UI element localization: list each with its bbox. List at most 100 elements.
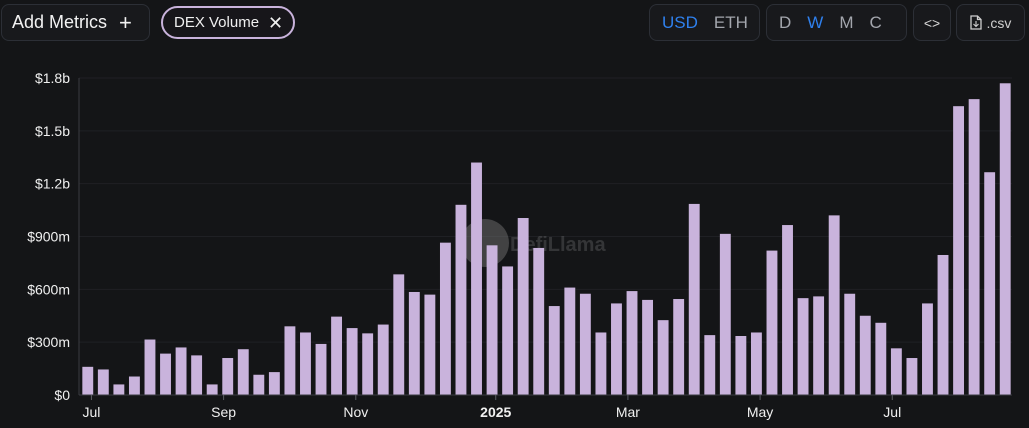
bar[interactable] [968, 99, 980, 395]
chart-gridlines [79, 77, 1012, 343]
file-icon [969, 15, 982, 30]
bar[interactable] [937, 254, 949, 395]
embed-button[interactable]: <> [913, 4, 951, 41]
bar[interactable] [797, 298, 809, 395]
bar[interactable] [548, 306, 560, 395]
bar[interactable] [688, 203, 700, 395]
add-metrics-label: Add Metrics [12, 12, 108, 32]
x-axis-ticks: Jul Sep Nov 2025 Mar May Jul [82, 395, 901, 420]
bar[interactable] [750, 332, 762, 395]
bar[interactable] [191, 355, 203, 396]
y-tick-label: $1.2b [35, 176, 70, 192]
currency-option-eth[interactable]: ETH [713, 13, 748, 32]
period-option-weekly[interactable]: W [807, 13, 824, 32]
bar[interactable] [439, 242, 451, 395]
bar[interactable] [97, 369, 109, 395]
bar[interactable] [253, 374, 265, 395]
x-tick-label: Jul [82, 404, 100, 420]
download-csv-button[interactable]: .csv [956, 4, 1025, 41]
bar[interactable] [331, 316, 343, 395]
bar[interactable] [922, 303, 933, 395]
bar[interactable] [657, 320, 669, 395]
code-embed-icon: <> [923, 14, 941, 31]
chart-bars [82, 83, 1011, 396]
bar[interactable] [315, 343, 327, 395]
bar[interactable] [237, 349, 249, 395]
plus-icon: + [119, 9, 132, 35]
currency-toggle: USD ETH [649, 4, 760, 41]
llama-logo-icon [461, 219, 509, 267]
bar[interactable] [766, 250, 778, 395]
currency-option-usd[interactable]: USD [662, 13, 698, 32]
bar[interactable] [953, 106, 965, 396]
y-axis-ticks: $0 $300m $600m $900m $1.2b $1.5b $1.8b [27, 70, 70, 403]
period-option-cumulative[interactable]: C [869, 13, 882, 32]
x-tick-label: 2025 [480, 404, 511, 420]
close-icon[interactable]: ✕ [268, 12, 284, 33]
bar[interactable] [268, 372, 280, 395]
bar[interactable] [160, 353, 171, 395]
bar[interactable] [362, 333, 374, 395]
bar[interactable] [875, 322, 887, 395]
csv-label: .csv [986, 14, 1012, 31]
bar[interactable] [735, 336, 747, 395]
bar[interactable] [999, 83, 1011, 395]
bar[interactable] [906, 358, 918, 395]
add-metrics-button[interactable]: Add Metrics + [1, 4, 150, 41]
chart-toolbar: Add Metrics + DEX Volume ✕ USD ETH D W M… [0, 0, 1029, 44]
bar[interactable] [579, 293, 591, 395]
x-tick-label: Sep [211, 404, 236, 420]
period-toggle: D W M C [766, 4, 907, 41]
metric-chip-label: DEX Volume [174, 14, 260, 31]
y-tick-label: $300m [27, 334, 70, 350]
bar[interactable] [595, 332, 607, 395]
bar[interactable] [408, 291, 420, 395]
bar[interactable] [626, 291, 638, 395]
bar[interactable] [642, 299, 654, 395]
bar[interactable] [393, 274, 405, 395]
bar[interactable] [782, 225, 793, 395]
y-tick-label: $600m [27, 281, 70, 297]
bar[interactable] [984, 172, 996, 395]
bar[interactable] [175, 347, 187, 395]
bar[interactable] [455, 204, 467, 395]
bar[interactable] [813, 296, 825, 395]
bar[interactable] [144, 339, 156, 395]
bar[interactable] [346, 328, 358, 395]
bar[interactable] [719, 233, 731, 395]
x-tick-label: Nov [343, 404, 368, 420]
bar[interactable] [704, 335, 716, 395]
bar[interactable] [828, 215, 840, 395]
x-tick-label: May [747, 404, 773, 420]
period-option-monthly[interactable]: M [839, 13, 854, 32]
bar[interactable] [859, 315, 871, 395]
y-tick-label: $0 [54, 387, 70, 403]
bar[interactable] [890, 348, 902, 395]
bar[interactable] [517, 218, 529, 395]
bar[interactable] [424, 294, 436, 395]
bar[interactable] [113, 384, 125, 395]
bar[interactable] [471, 162, 482, 395]
x-tick-label: Mar [616, 404, 640, 420]
bar[interactable] [284, 326, 296, 395]
bar[interactable] [222, 358, 234, 395]
bar[interactable] [128, 376, 140, 395]
bar[interactable] [486, 245, 498, 395]
bar[interactable] [377, 324, 389, 395]
y-tick-label: $1.8b [35, 70, 70, 86]
bar[interactable] [673, 299, 685, 395]
bar[interactable] [533, 247, 545, 395]
bar[interactable] [82, 366, 94, 395]
bar[interactable] [611, 303, 622, 395]
bar[interactable] [564, 287, 576, 395]
bar[interactable] [844, 293, 856, 395]
y-tick-label: $900m [27, 229, 70, 245]
x-tick-label: Jul [883, 404, 901, 420]
bar[interactable] [502, 266, 514, 395]
bar[interactable] [300, 332, 311, 395]
period-option-daily[interactable]: D [779, 13, 792, 32]
y-tick-label: $1.5b [35, 123, 70, 139]
bar[interactable] [206, 384, 218, 395]
metric-chip-dex-volume[interactable]: DEX Volume ✕ [161, 6, 295, 39]
